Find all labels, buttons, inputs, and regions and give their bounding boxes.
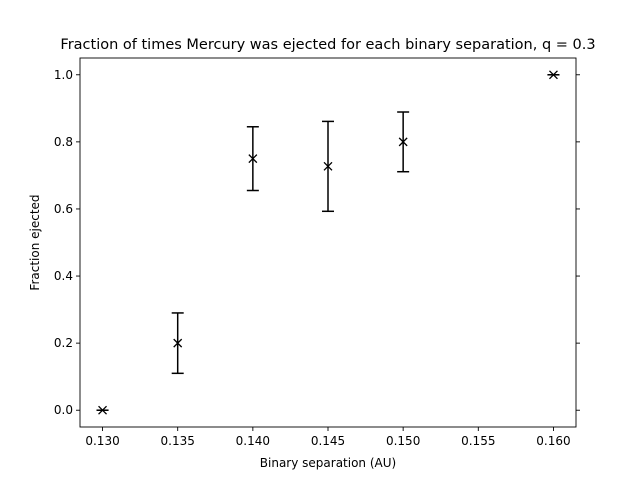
x-tick-label: 0.150 (386, 434, 420, 448)
data-point-marker (398, 137, 408, 147)
plot-area (80, 58, 576, 427)
data-point-marker (248, 154, 258, 164)
x-tick-label: 0.145 (311, 434, 345, 448)
y-tick-label: 0.2 (54, 336, 73, 350)
data-markers (98, 70, 558, 415)
chart-title: Fraction of times Mercury was ejected fo… (60, 37, 595, 53)
x-tick-label: 0.130 (85, 434, 119, 448)
x-tick-label: 0.155 (461, 434, 495, 448)
y-tick-label: 0.4 (54, 269, 73, 283)
x-tick-label: 0.135 (161, 434, 195, 448)
data-point-marker (548, 70, 558, 80)
y-tick-label: 0.0 (54, 403, 73, 417)
plot-frame (79, 57, 577, 428)
axis-ticks: 0.130 0.135 0.140 0.145 0.150 0.155 0.160 0.0 0.… (54, 68, 580, 448)
y-tick-label: 1.0 (54, 68, 73, 82)
y-tick-label: 0.6 (54, 202, 73, 216)
data-point-marker (323, 161, 333, 171)
x-axis-label: Binary separation (AU) (260, 456, 396, 470)
y-axis-label: Fraction ejected (28, 194, 42, 290)
x-tick-label: 0.140 (236, 434, 270, 448)
y-tick-label: 0.8 (54, 135, 73, 149)
data-point-marker (98, 405, 108, 415)
data-point-marker (173, 338, 183, 348)
x-tick-label: 0.160 (536, 434, 570, 448)
